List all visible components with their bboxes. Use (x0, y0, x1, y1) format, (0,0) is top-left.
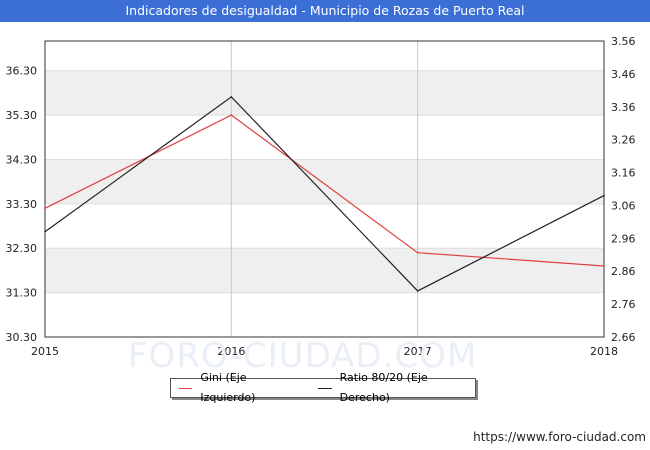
y-right-tick-label: 3.46 (611, 68, 636, 81)
data-point-gini (230, 114, 233, 116)
y-right-tick-label: 2.66 (611, 331, 636, 344)
legend-label-gini: Gini (Eje Izquierdo) (200, 371, 256, 404)
legend-item-ratio: Ratio 80/20 (Eje Derecho) (318, 368, 475, 408)
y-right-tick-label: 2.96 (611, 232, 636, 245)
data-point-ratio (416, 290, 419, 292)
x-tick-label: 2015 (31, 345, 59, 358)
series-line-gini (44, 114, 605, 267)
grid-band (45, 159, 604, 204)
data-point-gini (603, 265, 605, 267)
legend-swatch-ratio (318, 387, 332, 389)
y-left-tick-label: 35.30 (6, 109, 38, 122)
y-right-tick-label: 3.16 (611, 167, 636, 180)
y-right-tick-label: 3.56 (611, 35, 636, 48)
chart-title: Indicadores de desigualdad - Municipio d… (0, 0, 650, 22)
legend-swatch-gini (179, 387, 193, 389)
y-left-tick-label: 34.30 (6, 153, 38, 166)
y-right-tick-label: 2.76 (611, 298, 636, 311)
y-right-tick-label: 2.86 (611, 265, 636, 278)
grid-band (45, 248, 604, 293)
y-right-tick-label: 3.26 (611, 134, 636, 147)
data-point-ratio (44, 230, 46, 233)
y-left-tick-label: 36.30 (6, 65, 38, 78)
y-left-tick-label: 31.30 (6, 287, 38, 300)
y-left-tick-label: 33.30 (6, 198, 38, 211)
y-left-tick-label: 32.30 (6, 242, 38, 255)
watermark-logo: FORO-CIUDAD.COM (128, 336, 478, 376)
legend-label-ratio: Ratio 80/20 (Eje Derecho) (339, 371, 428, 404)
source-url[interactable]: https://www.foro-ciudad.com (473, 430, 646, 444)
legend: Gini (Eje Izquierdo) Ratio 80/20 (Eje De… (170, 371, 476, 404)
series-line-ratio (44, 96, 605, 292)
data-point-ratio (603, 194, 605, 197)
y-right-tick-label: 3.06 (611, 199, 636, 212)
chart-svg: 30.30 31.30 32.30 33.30 34.30 35.30 36.30 2.66… (6, 35, 636, 358)
legend-item-gini: Gini (Eje Izquierdo) (179, 368, 300, 408)
x-tick-label: 2016 (217, 345, 245, 358)
x-tick-label: 2017 (404, 345, 432, 358)
data-point-gini (44, 207, 46, 210)
y-left-tick-label: 30.30 (6, 331, 38, 344)
grid-band (45, 70, 604, 116)
data-point-ratio (230, 96, 233, 98)
y-right-tick-label: 3.36 (611, 101, 636, 114)
data-point-gini (416, 251, 419, 254)
plot-frame (44, 40, 605, 338)
x-tick-label: 2018 (590, 345, 618, 358)
